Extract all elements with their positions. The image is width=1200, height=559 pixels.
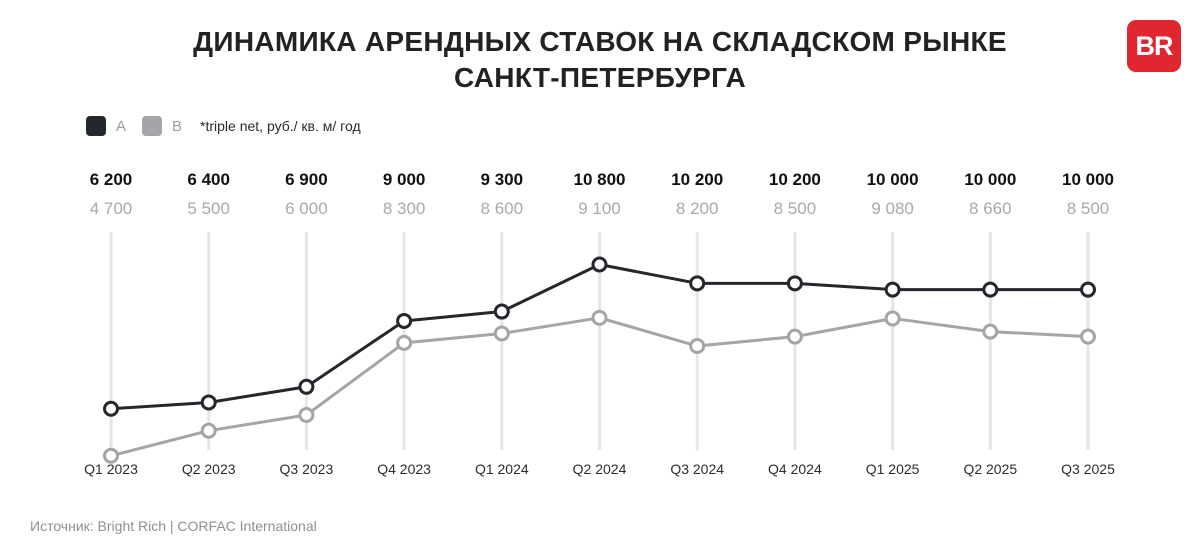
x-tick-label: Q4 2023 [377, 461, 431, 477]
data-label-a: 10 200 [671, 170, 723, 189]
data-label-b: 8 600 [481, 199, 524, 218]
x-tick-label: Q2 2025 [963, 461, 1017, 477]
data-label-b: 8 660 [969, 199, 1012, 218]
legend-swatch-a [86, 116, 106, 136]
data-label-a: 6 200 [90, 170, 133, 189]
data-label-a: 6 400 [187, 170, 230, 189]
data-label-a: 9 000 [383, 170, 426, 189]
data-label-a: 10 000 [867, 170, 919, 189]
chart-title-line-1: ДИНАМИКА АРЕНДНЫХ СТАВОК НА СКЛАДСКОМ РЫ… [193, 26, 1007, 57]
legend-swatch-b [142, 116, 163, 136]
data-label-a: 10 200 [769, 170, 821, 189]
x-tick-label: Q4 2024 [768, 461, 822, 477]
data-label-a: 10 000 [964, 170, 1016, 189]
point-a [1080, 281, 1096, 298]
data-label-b: 9 100 [578, 199, 621, 218]
point-a [689, 275, 706, 292]
data-label-a: 9 300 [481, 170, 524, 189]
point-a [884, 281, 901, 298]
point-b [396, 334, 413, 351]
chart-title: ДИНАМИКА АРЕНДНЫХ СТАВОК НА СКЛАДСКОМ РЫ… [0, 24, 1200, 96]
point-a [103, 400, 119, 417]
brand-logo: BR [1127, 20, 1181, 72]
point-a [298, 378, 315, 395]
legend: A B *triple net, руб./ кв. м/ год [86, 116, 361, 136]
legend-label-a: A [116, 117, 127, 135]
point-b [786, 328, 803, 345]
data-label-b: 4 700 [90, 199, 133, 218]
source-caption: Источник: Bright Rich | CORFAC Internati… [30, 518, 317, 534]
legend-label-b: B [172, 117, 183, 135]
x-tick-label: Q1 2025 [866, 461, 920, 477]
data-label-b: 8 200 [676, 199, 719, 218]
x-tick-label: Q3 2023 [280, 461, 334, 477]
x-tick-label: Q1 2024 [475, 461, 529, 477]
data-label-a: 10 800 [574, 170, 626, 189]
data-label-b: 8 500 [1067, 199, 1110, 218]
point-b [689, 338, 706, 355]
x-tick-label: Q2 2023 [182, 461, 236, 477]
data-label-b: 9 080 [871, 199, 914, 218]
point-b [1080, 328, 1096, 345]
chart-title-line-2: САНКТ-ПЕТЕРБУРГА [453, 62, 747, 93]
unit-note: *triple net, руб./ кв. м/ год [200, 118, 361, 134]
data-label-b: 8 300 [383, 199, 426, 218]
point-a [200, 394, 217, 411]
point-a [493, 303, 510, 320]
x-tick-label: Q3 2025 [1061, 461, 1115, 477]
point-b [200, 422, 217, 439]
legend-item-a: A [86, 116, 126, 136]
point-b [298, 407, 315, 423]
legend-item-b: B [142, 116, 182, 136]
point-b [884, 310, 901, 327]
point-b [591, 309, 608, 326]
point-b [103, 447, 119, 464]
x-tick-label: Q3 2024 [670, 461, 724, 477]
point-a [982, 281, 999, 298]
point-b [982, 323, 999, 340]
point-a [786, 275, 803, 292]
data-label-b: 5 500 [187, 199, 230, 218]
x-tick-label: Q2 2024 [573, 461, 627, 477]
data-label-a: 6 900 [285, 170, 328, 189]
x-tick-label: Q1 2023 [84, 461, 138, 477]
point-b [493, 325, 510, 342]
point-a [396, 312, 413, 329]
point-a [591, 256, 608, 273]
data-label-a: 10 000 [1062, 170, 1114, 189]
data-label-b: 6 000 [285, 199, 328, 218]
data-label-b: 8 500 [774, 199, 817, 218]
